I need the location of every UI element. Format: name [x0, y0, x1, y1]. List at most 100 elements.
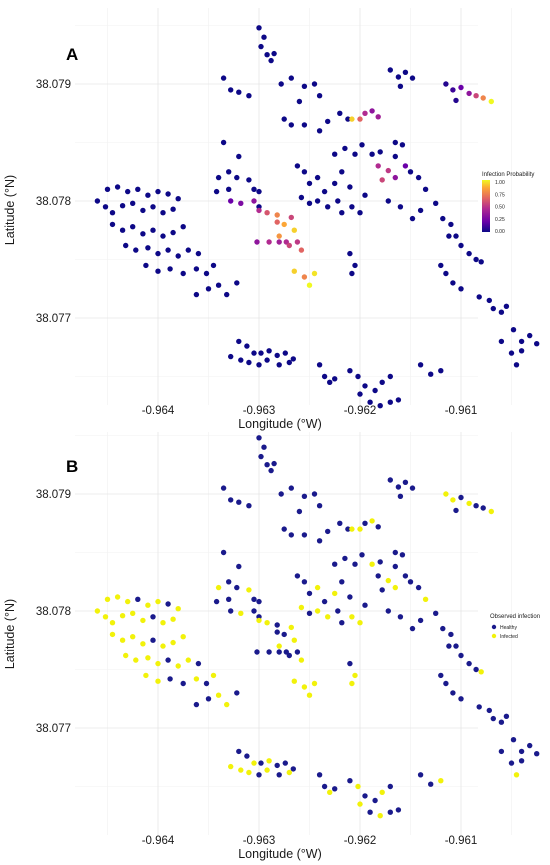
probability-point [342, 145, 348, 152]
healthy-point [276, 772, 282, 778]
probability-point [258, 350, 264, 356]
healthy-point [534, 751, 540, 757]
probability-point [251, 350, 257, 356]
probability-point [261, 34, 267, 40]
probability-point [150, 227, 156, 233]
probability-point [254, 239, 260, 245]
probability-point [321, 188, 328, 195]
probability-point [274, 219, 280, 225]
probability-point [369, 108, 375, 114]
infected-point [130, 634, 136, 640]
probability-point [480, 95, 486, 101]
probability-point [271, 50, 277, 57]
healthy-point [150, 614, 156, 620]
probability-point [276, 233, 282, 239]
probability-point [443, 81, 449, 87]
healthy-point [226, 596, 232, 602]
infected-point [357, 526, 363, 532]
probability-point [498, 338, 505, 345]
healthy-point [473, 666, 479, 673]
healthy-point [228, 608, 234, 614]
probability-point [473, 256, 479, 263]
probability-point [379, 379, 385, 385]
probability-point [268, 57, 274, 64]
probability-point [288, 75, 294, 81]
healthy-point [347, 660, 353, 667]
probability-point [357, 210, 363, 216]
infected-point [377, 813, 383, 819]
probability-point [311, 81, 318, 87]
probability-point [486, 297, 492, 304]
probability-point [387, 67, 393, 73]
healthy-point [256, 435, 262, 441]
healthy-point [261, 444, 267, 450]
probability-point [238, 357, 244, 363]
probability-point [402, 69, 409, 76]
healthy-point [281, 631, 287, 638]
healthy-point [135, 596, 141, 602]
probability-point [238, 200, 244, 206]
probability-point [288, 122, 294, 128]
probability-point [377, 149, 383, 155]
panel-a-label: A [66, 45, 78, 64]
healthy-point [150, 637, 156, 643]
healthy-point [347, 594, 353, 600]
infected-point [438, 778, 444, 784]
legend-title: Observed infection [490, 614, 540, 620]
healthy-point [392, 563, 398, 570]
infected-point [210, 672, 217, 679]
healthy-point [236, 748, 242, 755]
probability-point [155, 268, 161, 274]
healthy-point [301, 579, 308, 585]
probability-point [228, 87, 234, 93]
healthy-point [342, 555, 348, 562]
infected-point [104, 596, 111, 602]
infected-point [466, 500, 472, 507]
probability-point [466, 90, 472, 97]
infected-point [379, 789, 385, 795]
probability-point [119, 227, 126, 233]
probability-point [281, 221, 287, 228]
infected-point [325, 614, 331, 620]
infected-point [357, 801, 363, 807]
probability-point [301, 122, 308, 128]
probability-point [527, 332, 533, 339]
probability-point [490, 305, 496, 312]
infected-point [327, 789, 333, 795]
healthy-point [527, 742, 533, 749]
probability-point [399, 142, 406, 148]
probability-point [349, 116, 355, 122]
probability-point [433, 200, 439, 206]
probability-point [143, 262, 149, 269]
colorbar-label: 0.50 [495, 205, 505, 211]
healthy-point [448, 631, 454, 638]
probability-point [446, 233, 452, 239]
panel-b-ylabel: Latitude (°N) [3, 599, 17, 669]
panel-b-label: B [66, 457, 78, 476]
healthy-point [220, 549, 227, 556]
infected-point [175, 663, 181, 669]
infected-point [385, 577, 391, 584]
probability-point [291, 268, 297, 274]
probability-point [372, 387, 378, 394]
infected-point [311, 680, 318, 687]
healthy-point [195, 660, 202, 667]
infected-point [119, 613, 126, 619]
healthy-point [332, 561, 338, 567]
healthy-point [321, 598, 328, 605]
infected-point [286, 769, 292, 776]
probability-point [355, 373, 361, 380]
probability-point [345, 116, 351, 122]
probability-point [256, 207, 262, 214]
healthy-point [228, 497, 234, 503]
infected-point [145, 602, 151, 608]
healthy-point [306, 590, 313, 597]
infected-point [160, 620, 166, 626]
infected-point [306, 692, 313, 698]
healthy-point [395, 807, 402, 813]
probability-point [160, 233, 166, 239]
probability-point [123, 242, 129, 249]
probability-point [409, 215, 416, 222]
probability-point [387, 373, 393, 380]
